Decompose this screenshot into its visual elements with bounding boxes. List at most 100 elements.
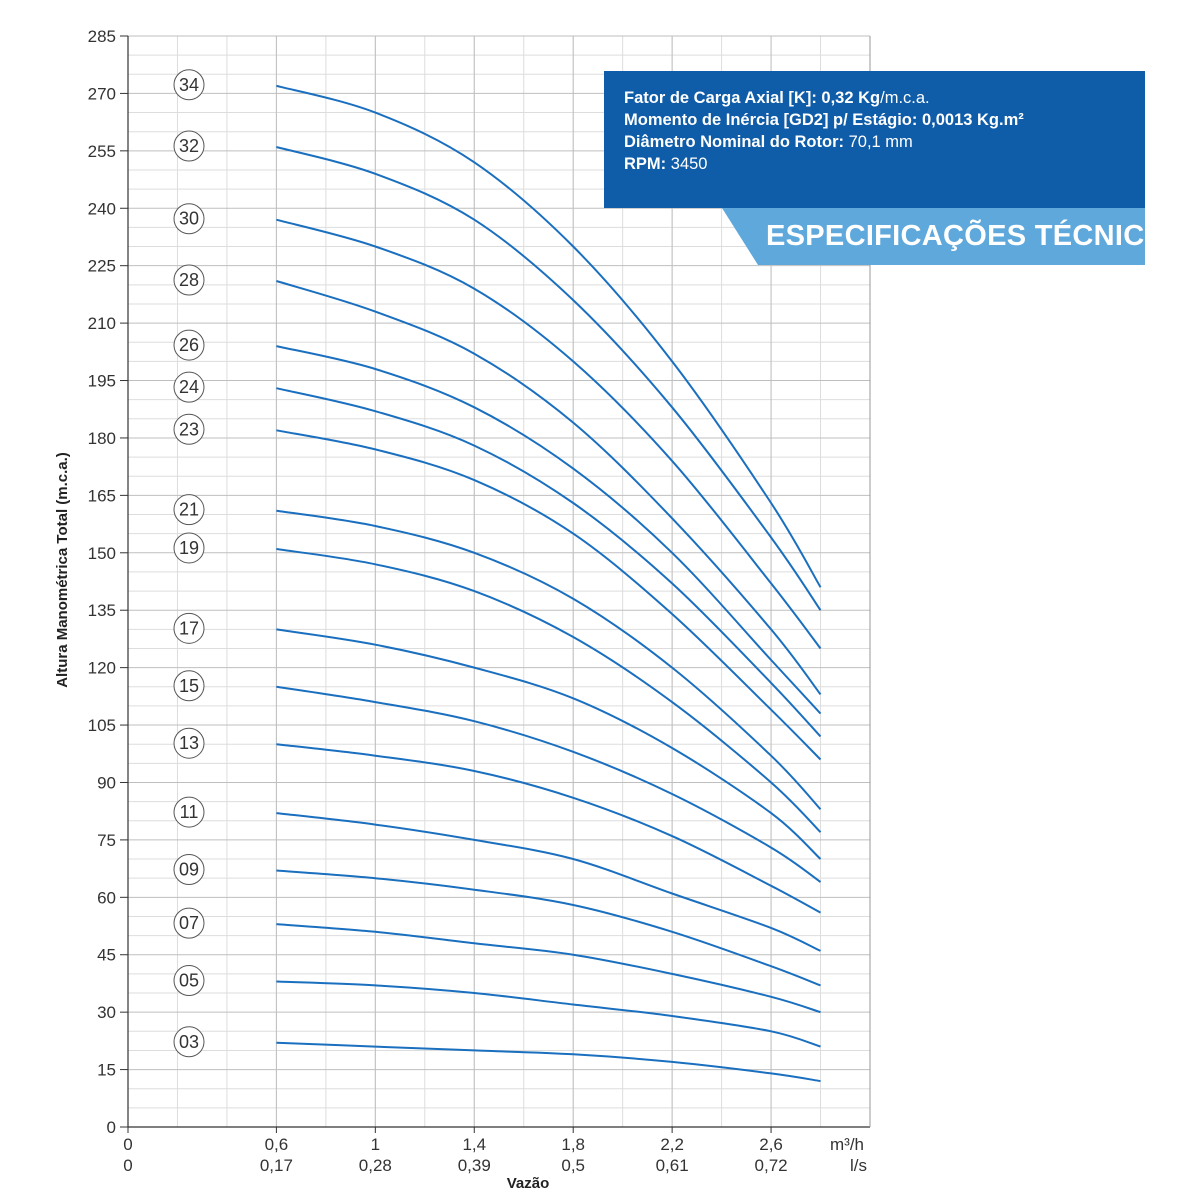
y-tick-label: 105 <box>88 716 116 735</box>
curve-label-circle-24 <box>173 371 205 403</box>
x-tick-label-secondary: 0,28 <box>359 1156 392 1175</box>
x-tick-label-secondary: 0 <box>123 1156 132 1175</box>
curve-label-13: 13 <box>179 733 199 753</box>
x-tick-label-secondary: 0,61 <box>656 1156 689 1175</box>
x-axis-title: Vazão <box>507 1175 550 1192</box>
x-unit-primary: m³/h <box>830 1135 864 1154</box>
y-tick-label: 45 <box>97 946 116 965</box>
y-tick-labels: 0 15 30 45 60 75 90 105 120 135 150 165 180 195 210 225… <box>88 27 116 1137</box>
curves <box>276 84 822 1083</box>
major-grid <box>128 35 870 1128</box>
x-tick-label-primary: 2,6 <box>759 1135 783 1154</box>
curve-label-21: 21 <box>179 500 199 520</box>
curve-label-circle-15 <box>173 670 205 702</box>
curve-11 <box>276 812 821 952</box>
y-tick-label: 180 <box>88 429 116 448</box>
spec-inertia: Momento de Inércia [GD2] p/ Estágio: 0,0… <box>624 109 1145 131</box>
curve-21 <box>276 509 822 810</box>
x-tick-label-secondary: 0,39 <box>458 1156 491 1175</box>
curve-label-circle-23 <box>173 413 205 445</box>
y-tick-label: 135 <box>88 601 116 620</box>
spec-inertia-label: Momento de Inércia [GD2] p/ Estágio: 0,0… <box>624 111 1024 129</box>
curve-15 <box>276 685 822 883</box>
curve-label-07: 07 <box>179 913 199 933</box>
curve-label-03: 03 <box>179 1032 199 1052</box>
x-tick-labels: 0 0 0,6 0,17 1 0,28 1,4 0,39 1,8 0,5 2,2 0,61 2,6 0,7… <box>123 1135 787 1175</box>
curve-label-19: 19 <box>179 538 199 558</box>
spec-axial-load: Fator de Carga Axial [K]: 0,32 Kg/m.c.a. <box>624 87 1145 109</box>
y-axis-title: Altura Manométrica Total (m.c.a.) <box>54 452 71 688</box>
x-tick-label-primary: 1 <box>371 1135 380 1154</box>
x-tick-label-primary: 1,4 <box>462 1135 486 1154</box>
curve-label-circle-17 <box>173 612 205 644</box>
curve-13 <box>276 743 821 914</box>
curve-30 <box>276 218 822 650</box>
curve-label-circle-30 <box>173 203 205 235</box>
curve-label-26: 26 <box>179 335 199 355</box>
curve-label-30: 30 <box>179 209 199 229</box>
curve-19 <box>276 548 822 833</box>
curve-label-circle-19 <box>173 532 205 564</box>
spec-axial-load-unit: /m.c.a. <box>880 89 930 107</box>
banner-shape <box>722 208 1145 265</box>
curve-label-circle-26 <box>173 329 205 361</box>
curve-label-24: 24 <box>179 377 199 397</box>
spec-rotor-diameter: Diâmetro Nominal do Rotor: 70,1 mm <box>624 131 1145 153</box>
x-tick-label-secondary: 0,5 <box>561 1156 585 1175</box>
curve-label-32: 32 <box>179 136 199 156</box>
curve-05 <box>276 980 821 1048</box>
curve-label-28: 28 <box>179 270 199 290</box>
y-tick-label: 90 <box>97 773 116 792</box>
curve-label-circle-05 <box>173 965 205 997</box>
curve-label-circle-07 <box>173 907 205 939</box>
curve-label-circle-34 <box>173 69 205 101</box>
y-tick-label: 150 <box>88 544 116 563</box>
curve-label-23: 23 <box>179 419 199 439</box>
curve-label-circle-03 <box>173 1026 205 1058</box>
curve-07 <box>276 923 821 1014</box>
y-tick-label: 270 <box>88 84 116 103</box>
curve-label-34: 34 <box>179 75 199 95</box>
curve-32 <box>276 146 822 611</box>
x-tick-label-primary: 1,8 <box>561 1135 585 1154</box>
curve-label-05: 05 <box>179 971 199 991</box>
curve-label-circle-09 <box>173 854 205 886</box>
curve-17 <box>276 628 822 860</box>
spec-banner: ESPECIFICAÇÕES TÉCNICAS <box>722 208 1185 265</box>
y-tick-label: 255 <box>88 142 116 161</box>
spec-box: Fator de Carga Axial [K]: 0,32 Kg/m.c.a.… <box>604 71 1145 208</box>
x-tick-label-secondary: 0,72 <box>755 1156 788 1175</box>
spec-banner-title: ESPECIFICAÇÕES TÉCNICAS <box>766 220 1186 252</box>
x-tick-label-primary: 0 <box>123 1135 132 1154</box>
curve-23 <box>276 429 822 761</box>
spec-rotor-value: 70,1 mm <box>848 133 913 151</box>
y-tick-label: 195 <box>88 372 116 391</box>
curve-24 <box>276 387 822 738</box>
x-tick-label-secondary: 0,17 <box>260 1156 293 1175</box>
curve-label-09: 09 <box>179 860 199 880</box>
y-tick-label: 30 <box>97 1003 116 1022</box>
y-tick-label: 15 <box>97 1061 116 1080</box>
curve-28 <box>276 280 822 696</box>
curve-label-circle-21 <box>173 494 205 526</box>
spec-rpm: RPM: 3450 <box>624 153 1145 175</box>
curve-label-17: 17 <box>179 618 199 638</box>
y-tick-label: 285 <box>88 27 116 46</box>
y-tick-label: 0 <box>107 1118 116 1137</box>
curve-labels: 34 32 30 28 26 24 23 21 19 17 15 13 11 09 07 05 03 <box>173 69 205 1058</box>
curve-label-circle-11 <box>173 796 205 828</box>
y-tick-label: 75 <box>97 831 116 850</box>
y-tick-label: 60 <box>97 888 116 907</box>
y-tick-label: 210 <box>88 314 116 333</box>
curve-26 <box>276 345 822 715</box>
curve-09 <box>276 869 821 987</box>
curve-label-circle-28 <box>173 264 205 296</box>
x-tick-label-primary: 0,6 <box>265 1135 289 1154</box>
y-tick-label: 165 <box>88 486 116 505</box>
curve-label-circle-32 <box>173 130 205 162</box>
spec-rpm-value: 3450 <box>670 155 708 173</box>
y-tick-label: 225 <box>88 257 116 276</box>
y-tick-label: 120 <box>88 659 116 678</box>
spec-rotor-label: Diâmetro Nominal do Rotor: <box>624 133 845 151</box>
